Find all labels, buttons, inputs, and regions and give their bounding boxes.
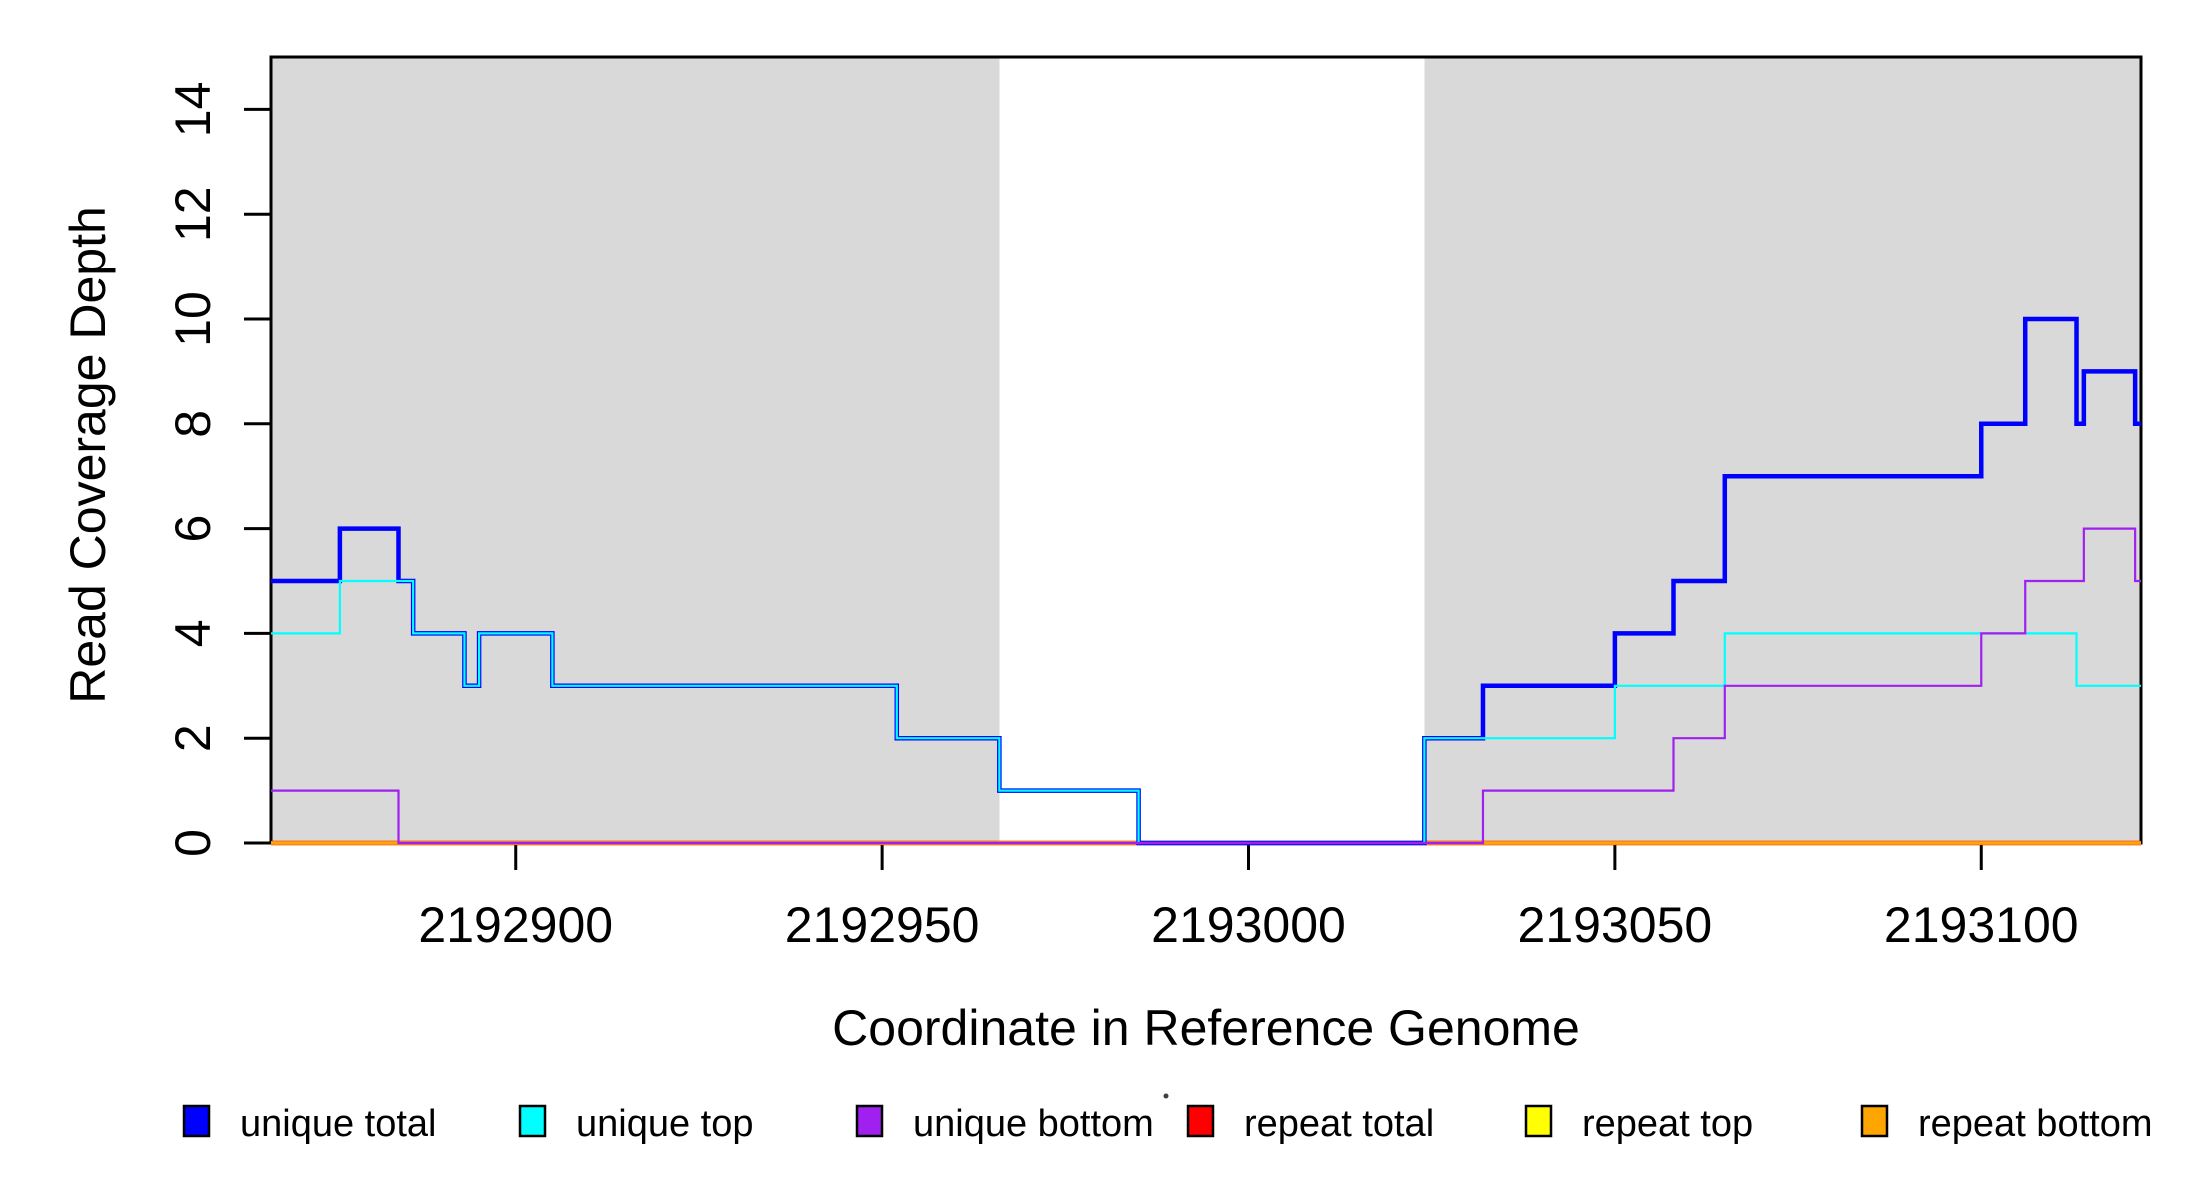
legend-swatch-repeat-bottom <box>1860 1104 1889 1138</box>
x-tick-label: 2193100 <box>1884 897 2079 953</box>
legend-label-repeat-top: repeat top <box>1582 1103 1753 1145</box>
y-axis: 0 2 4 6 8 10 12 14 <box>165 82 271 857</box>
y-tick-label: 10 <box>165 291 221 347</box>
y-tick-label: 0 <box>165 829 221 857</box>
legend-swatch-repeat-top <box>1524 1104 1553 1138</box>
y-tick-label: 6 <box>165 515 221 543</box>
legend-label-repeat-total: repeat total <box>1244 1103 1434 1145</box>
shaded-region-right <box>1424 57 2141 843</box>
legend-swatch-repeat-total <box>1186 1104 1215 1138</box>
x-axis: 2192900 2192950 2193000 2193050 2193100 <box>418 843 2079 953</box>
legend-swatch-unique-total <box>182 1104 211 1138</box>
legend-label-unique-top: unique top <box>576 1103 754 1145</box>
y-tick-label: 14 <box>165 82 221 138</box>
y-tick-label: 12 <box>165 186 221 242</box>
y-tick-label: 8 <box>165 410 221 438</box>
series-lines <box>271 316 2141 846</box>
shaded-regions <box>271 57 2141 843</box>
legend-label-unique-bottom: unique bottom <box>913 1103 1154 1145</box>
y-tick-label: 2 <box>165 724 221 752</box>
stray-mark <box>1163 1093 1169 1099</box>
legend-swatch-unique-top <box>518 1104 547 1138</box>
shaded-region-left <box>271 57 1000 843</box>
y-tick-label: 4 <box>165 619 221 647</box>
legend-label-repeat-bottom: repeat bottom <box>1918 1103 2152 1145</box>
legend-swatch-unique-bottom <box>855 1104 884 1138</box>
series-line-unique-top <box>271 579 2141 845</box>
x-tick-label: 2192950 <box>785 897 980 953</box>
legend: unique total unique top unique bottom repea… <box>182 1103 2152 1145</box>
x-tick-label: 2193000 <box>1151 897 1346 953</box>
x-axis-title: Coordinate in Reference Genome <box>832 1000 1580 1056</box>
y-axis-title: Read Coverage Depth <box>60 206 116 704</box>
x-tick-label: 2192900 <box>418 897 613 953</box>
series-line-unique-bottom <box>271 527 2141 845</box>
legend-label-unique-total: unique total <box>240 1103 437 1145</box>
x-tick-label: 2193050 <box>1518 897 1713 953</box>
